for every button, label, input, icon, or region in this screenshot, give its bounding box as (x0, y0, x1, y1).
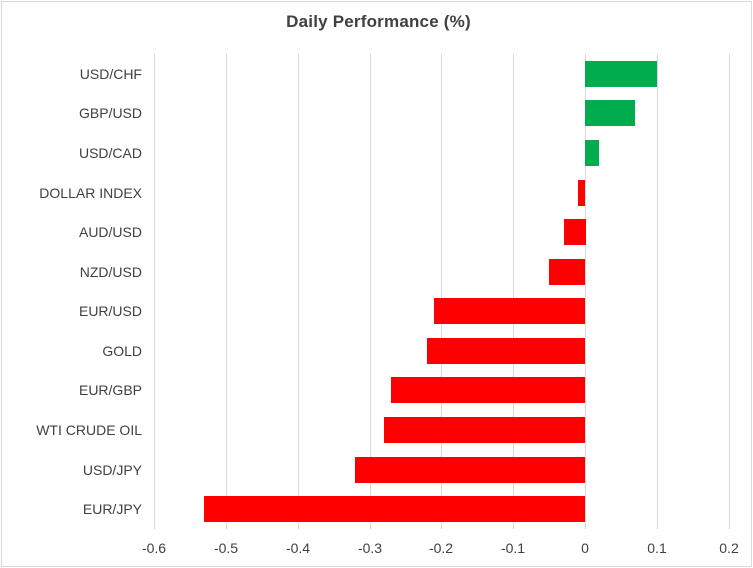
gridline (728, 54, 730, 529)
x-tick-label: 0.1 (647, 540, 667, 556)
gridline (584, 54, 586, 529)
gridline (440, 54, 442, 529)
gridline (512, 54, 514, 529)
x-tick-label: -0.1 (500, 540, 526, 556)
x-tick-label: -0.4 (285, 540, 311, 556)
bar (355, 457, 585, 483)
chart-title: Daily Performance (%) (286, 12, 471, 31)
bar (391, 377, 585, 403)
gridline (656, 54, 658, 529)
category-label: AUD/USD (78, 224, 142, 240)
bar (585, 61, 657, 87)
category-label: NZD/USD (79, 264, 142, 280)
gridline (369, 54, 371, 529)
bar (384, 417, 585, 443)
bar (585, 100, 635, 126)
x-tick-label: -0.6 (141, 540, 167, 556)
category-label: EUR/USD (78, 303, 142, 319)
x-tick-label: -0.3 (357, 540, 383, 556)
bar (585, 140, 599, 166)
category-label: GOLD (102, 343, 142, 359)
x-tick-label: 0.2 (719, 540, 739, 556)
category-label: EUR/GBP (78, 382, 142, 398)
gridline (225, 54, 227, 529)
x-tick-label: -0.5 (213, 540, 239, 556)
bar (564, 219, 586, 245)
bar (578, 180, 585, 206)
category-label: USD/JPY (82, 462, 142, 478)
bar (549, 259, 585, 285)
x-tick-label: 0 (581, 540, 589, 556)
category-label: WTI CRUDE OIL (36, 422, 142, 438)
category-label: USD/CAD (78, 145, 142, 161)
category-label: GBP/USD (78, 105, 142, 121)
category-label: EUR/JPY (82, 501, 142, 517)
gridline (297, 54, 299, 529)
gridline (153, 54, 155, 529)
category-label: DOLLAR INDEX (39, 185, 142, 201)
x-tick-label: -0.2 (428, 540, 454, 556)
bar (427, 338, 585, 364)
bar (204, 496, 585, 522)
category-label: USD/CHF (79, 66, 142, 82)
bar (434, 298, 585, 324)
